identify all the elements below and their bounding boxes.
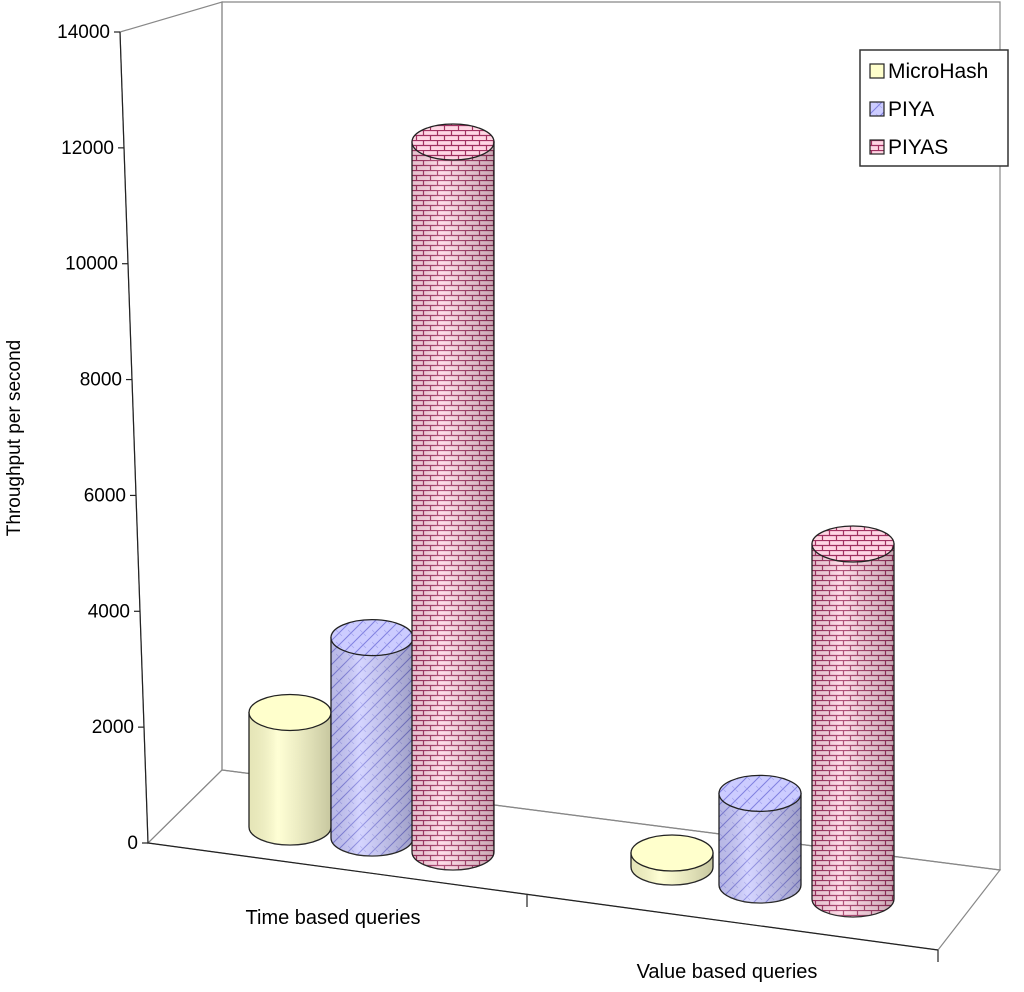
legend-box <box>859 49 1009 167</box>
x-category-label-0: Time based queries <box>246 907 421 929</box>
bar-piya-time <box>330 618 414 857</box>
bar-shading <box>812 544 894 917</box>
bar-top <box>718 774 802 813</box>
bar-top <box>411 123 495 161</box>
legend-label-piya: PIYA <box>888 98 934 121</box>
bar-microhash-value <box>630 834 714 886</box>
y-tick-label: 6000 <box>84 485 126 506</box>
y-tick-label: 4000 <box>88 601 130 622</box>
y-axis-line <box>119 31 149 844</box>
bar-piya-value <box>718 774 802 904</box>
y-tick-label: 12000 <box>61 138 114 159</box>
legend-label-microhash: MicroHash <box>888 60 988 83</box>
legend: MicroHash PIYA PIYAS <box>859 49 1009 167</box>
y-axis-ticks: 0 2000 4000 6000 8000 10000 12000 14000 <box>57 22 148 854</box>
bar-microhash-time <box>248 693 332 846</box>
bar-shading <box>412 142 494 870</box>
legend-swatch-microhash <box>869 63 885 79</box>
bar-piyas-value <box>811 525 895 918</box>
y-tick-label: 10000 <box>65 254 118 275</box>
y-tick-label: 14000 <box>57 22 110 43</box>
side-wall <box>119 1 223 845</box>
bar-shading <box>331 637 413 856</box>
bar-top <box>630 834 714 872</box>
y-tick-label: 2000 <box>92 717 134 738</box>
x-axis-line <box>147 842 939 951</box>
legend-swatch-piyas <box>869 139 885 155</box>
y-tick-label: 0 <box>127 833 138 854</box>
plot-frame <box>119 1 1002 962</box>
bar-top <box>248 693 332 732</box>
bar-piyas-time <box>411 123 495 871</box>
bar-shading <box>719 793 801 903</box>
x-category-label-1: Value based queries <box>637 961 818 983</box>
legend-label-piyas: PIYAS <box>888 136 948 159</box>
y-axis-label: Throughput per second <box>4 340 25 536</box>
bar-top <box>811 525 895 563</box>
bar-top <box>330 618 414 657</box>
y-tick-label: 8000 <box>80 370 122 391</box>
bars <box>248 123 895 918</box>
legend-swatch-piya <box>869 101 885 117</box>
bar-shading <box>249 712 331 845</box>
